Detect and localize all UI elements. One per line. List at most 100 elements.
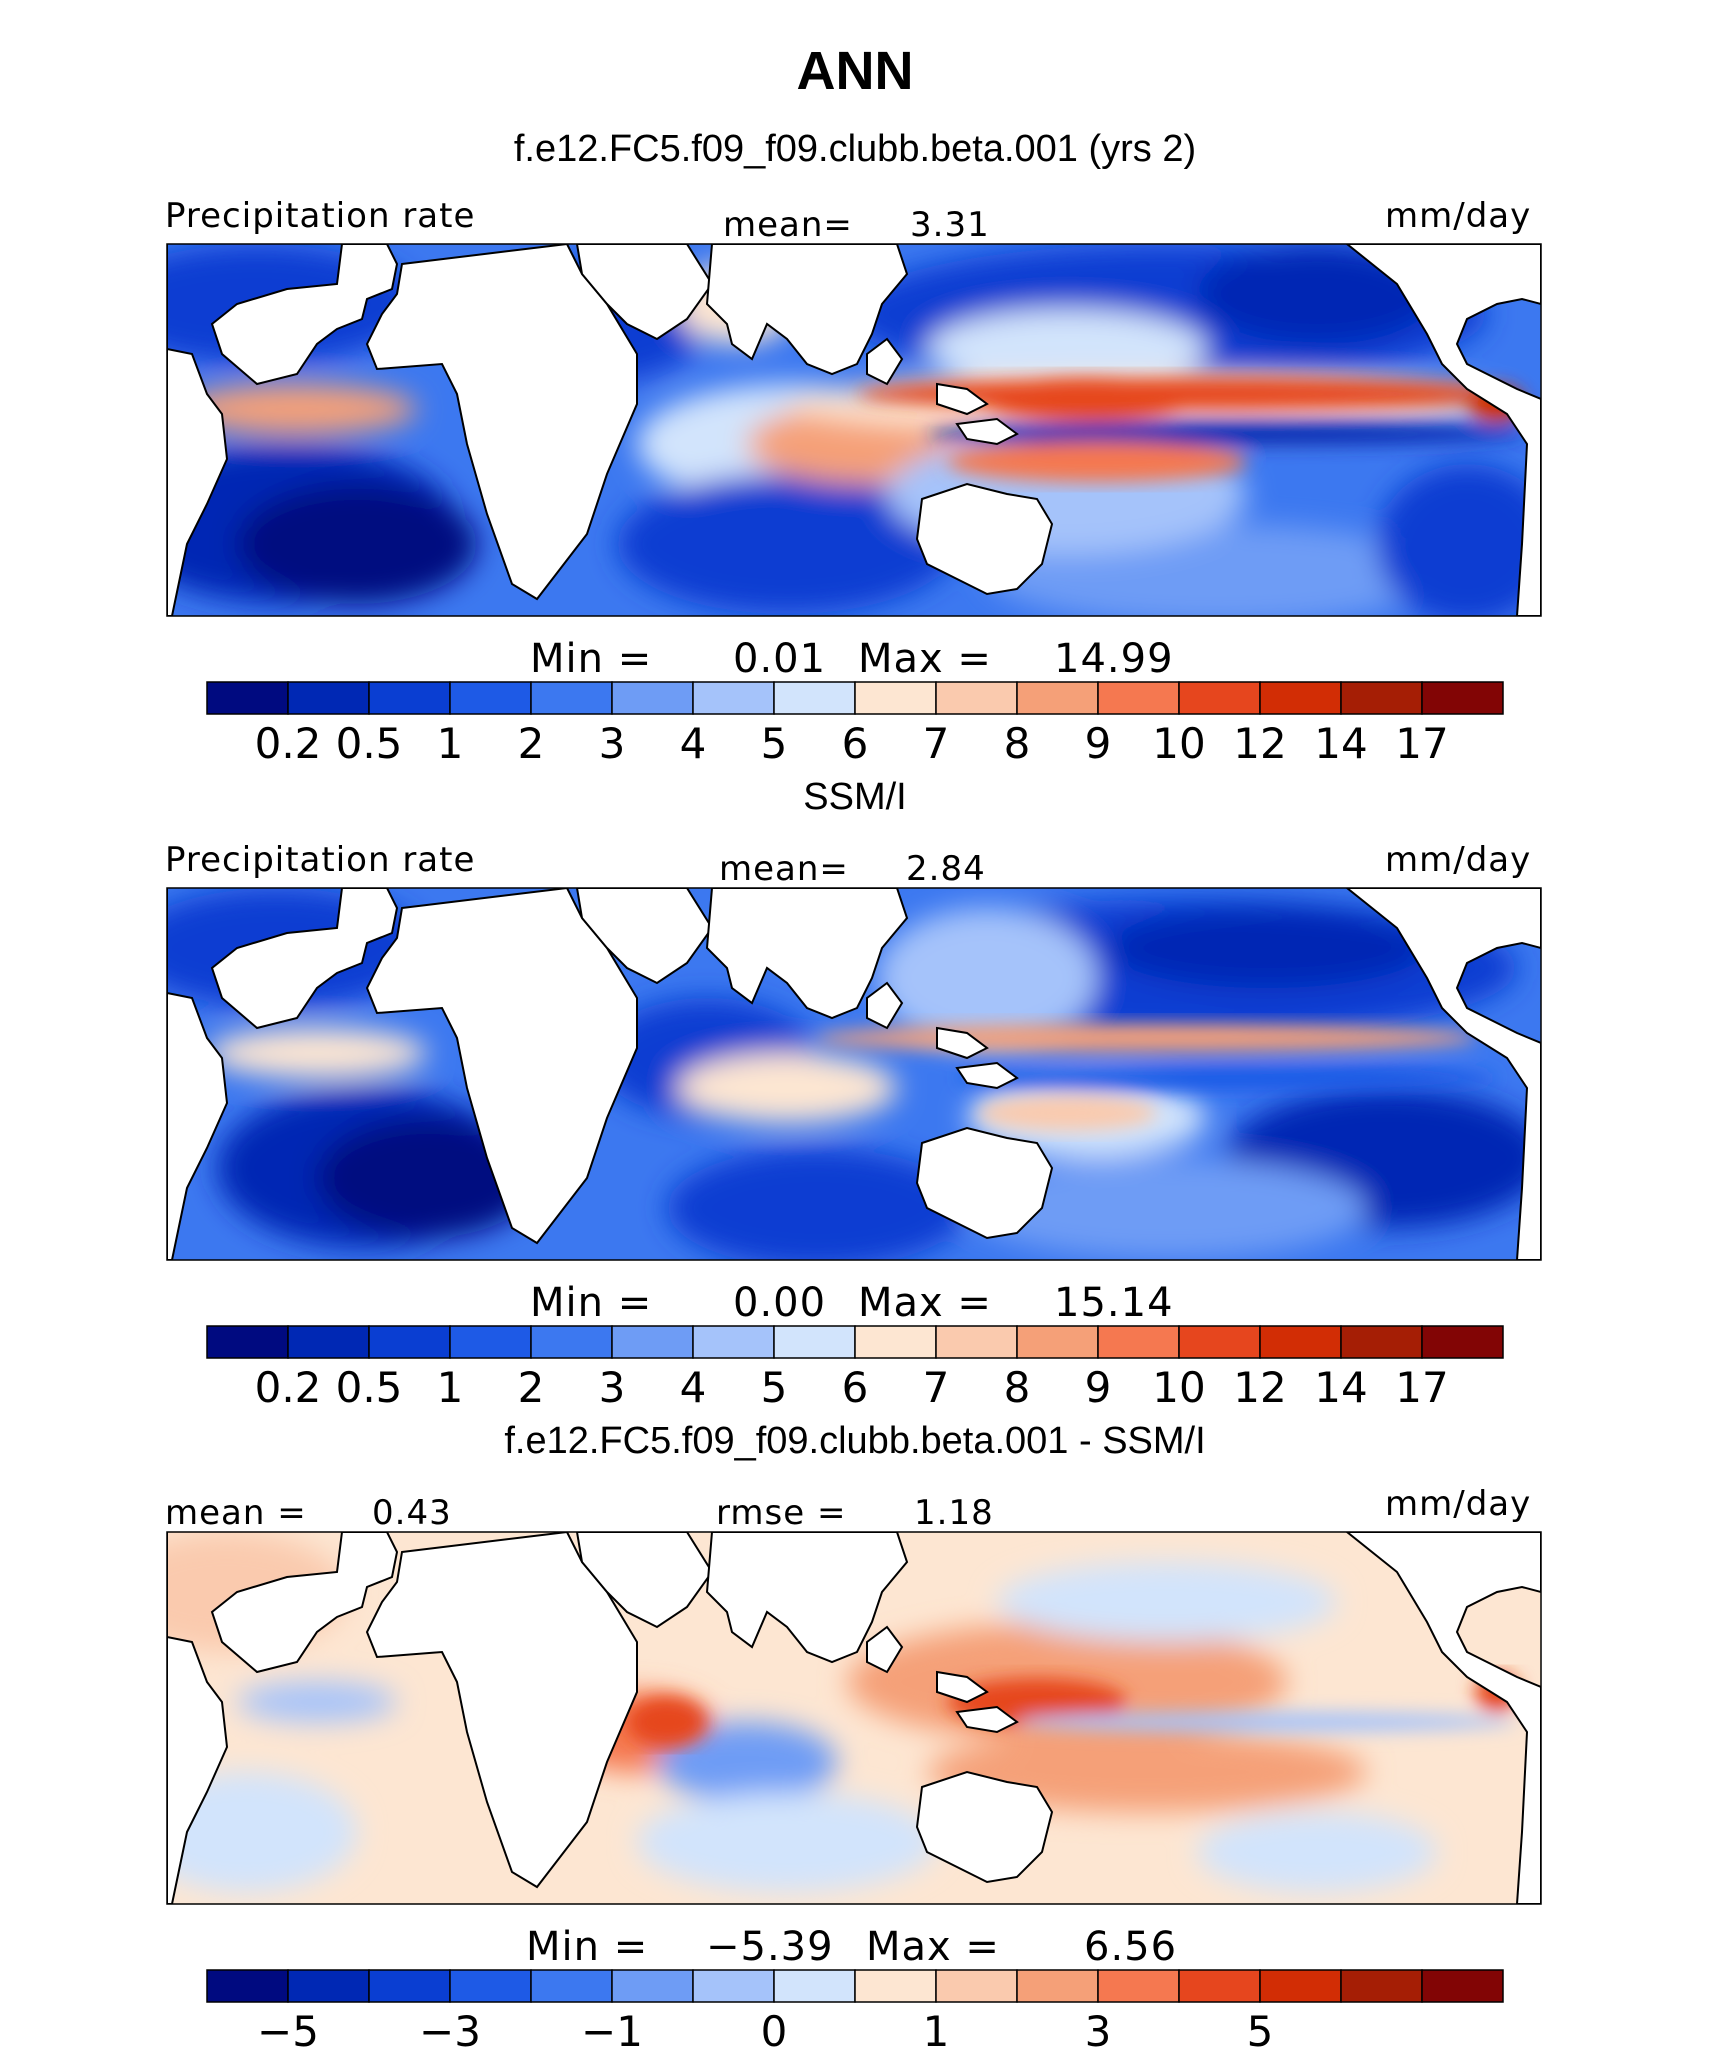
colorbar-cell bbox=[287, 1969, 370, 2003]
colorbar-tick-label: 8 bbox=[1004, 1363, 1031, 1412]
colorbar-tick-label: 1 bbox=[437, 1363, 464, 1412]
colorbar-cell bbox=[611, 1325, 694, 1359]
colorbar-cell bbox=[287, 681, 370, 715]
colorbar-tick-label: 2 bbox=[518, 719, 545, 768]
colorbar-cell bbox=[287, 1325, 370, 1359]
colorbar-cell bbox=[1097, 681, 1180, 715]
colorbar-tick-label: 6 bbox=[842, 1363, 869, 1412]
panel-model-min-label: Min = bbox=[530, 636, 653, 682]
colorbar-cell bbox=[1097, 1969, 1180, 2003]
colorbar-cell bbox=[1259, 681, 1342, 715]
colorbar-tick-label: 5 bbox=[1247, 2007, 1274, 2051]
colorbar-cell bbox=[530, 1969, 613, 2003]
colorbar-tick-label: 9 bbox=[1085, 719, 1112, 768]
colorbar-tick-label: 1 bbox=[923, 2007, 950, 2051]
panel-model-mean-value: 3.31 bbox=[910, 205, 990, 245]
colorbar-cell bbox=[206, 681, 289, 715]
colorbar-cell bbox=[368, 681, 451, 715]
colorbar-cell bbox=[611, 681, 694, 715]
panel-diff-max-label: Max = bbox=[866, 1924, 1000, 1970]
colorbar-cell bbox=[692, 1969, 775, 2003]
colorbar-tick-label: 6 bbox=[842, 719, 869, 768]
panel-obs-min-label: Min = bbox=[530, 1280, 653, 1326]
panel-obs-max-label: Max = bbox=[858, 1280, 992, 1326]
colorbar-cell bbox=[206, 1325, 289, 1359]
colorbar-cell bbox=[1016, 681, 1099, 715]
panel-diff-units: mm/day bbox=[1385, 1484, 1532, 1524]
colorbar-tick-label: 17 bbox=[1395, 719, 1448, 768]
colorbar-cell bbox=[1097, 1325, 1180, 1359]
colorbar-tick-label: 4 bbox=[680, 1363, 707, 1412]
colorbar-obs: 0.2 0.5 1 2 3 4 5 6 7 8 9 10 12 14 17 bbox=[206, 1325, 1504, 1412]
colorbar-cell bbox=[1178, 1325, 1261, 1359]
panel-model-max-label: Max = bbox=[858, 636, 992, 682]
colorbar-cell bbox=[368, 1969, 451, 2003]
colorbar-cell bbox=[1259, 1969, 1342, 2003]
panel-obs-min-value: 0.00 bbox=[733, 1280, 827, 1326]
colorbar-diff: −5 −3 −1 0 1 3 5 bbox=[206, 1969, 1504, 2051]
panel-obs-units: mm/day bbox=[1385, 840, 1532, 880]
colorbar-tick-label: 3 bbox=[599, 719, 626, 768]
panel-obs-mean-value: 2.84 bbox=[906, 849, 986, 889]
colorbar-cell bbox=[611, 1969, 694, 2003]
panel-obs-left-label: Precipitation rate bbox=[165, 840, 476, 880]
panel-obs-max-value: 15.14 bbox=[1054, 1280, 1174, 1326]
colorbar-tick-label: 0.5 bbox=[336, 719, 403, 768]
colorbar-tick-label: 3 bbox=[599, 1363, 626, 1412]
colorbar-tick-label: 0.5 bbox=[336, 1363, 403, 1412]
colorbar-tick-label: 7 bbox=[923, 1363, 950, 1412]
panel-diff-max-value: 6.56 bbox=[1084, 1924, 1178, 1970]
panel-model-min-value: 0.01 bbox=[733, 636, 827, 682]
colorbar-model: 0.2 0.5 1 2 3 4 5 6 7 8 9 10 12 14 17 bbox=[206, 681, 1504, 768]
panel-diff-rmse-label: rmse = bbox=[716, 1493, 847, 1533]
colorbar-tick-label: −1 bbox=[581, 2007, 643, 2051]
colorbar-tick-label: 0.2 bbox=[255, 1363, 322, 1412]
panel-model-left-label: Precipitation rate bbox=[165, 196, 476, 236]
panel-model-units: mm/day bbox=[1385, 196, 1532, 236]
colorbar-cell bbox=[692, 681, 775, 715]
colorbar-cell bbox=[854, 1325, 937, 1359]
panel-obs-header: SSM/I bbox=[803, 776, 907, 818]
colorbar-tick-label: 8 bbox=[1004, 719, 1031, 768]
panel-model-max-value: 14.99 bbox=[1054, 636, 1174, 682]
figure-title: ANN bbox=[796, 41, 914, 101]
colorbar-cell bbox=[1016, 1969, 1099, 2003]
panel-diff-map bbox=[166, 1531, 1542, 1905]
colorbar-cell bbox=[449, 681, 532, 715]
colorbar-tick-label: 4 bbox=[680, 719, 707, 768]
colorbar-cell bbox=[692, 1325, 775, 1359]
colorbar-cell bbox=[449, 1969, 532, 2003]
colorbar-cell bbox=[449, 1325, 532, 1359]
colorbar-tick-label: 3 bbox=[1085, 2007, 1112, 2051]
panel-diff-min-value: −5.39 bbox=[706, 1924, 834, 1970]
colorbar-tick-label: 9 bbox=[1085, 1363, 1112, 1412]
colorbar-tick-label: −5 bbox=[257, 2007, 319, 2051]
colorbar-tick-label: 17 bbox=[1395, 1363, 1448, 1412]
colorbar-cell bbox=[854, 1969, 937, 2003]
colorbar-tick-label: 0.2 bbox=[255, 719, 322, 768]
colorbar-cell bbox=[1259, 1325, 1342, 1359]
colorbar-tick-label: 1 bbox=[437, 719, 464, 768]
colorbar-tick-label: 7 bbox=[923, 719, 950, 768]
colorbar-cell bbox=[206, 1969, 289, 2003]
colorbar-cell bbox=[1178, 681, 1261, 715]
colorbar-cell bbox=[1340, 1325, 1423, 1359]
colorbar-cell bbox=[1340, 681, 1423, 715]
colorbar-tick-label: −3 bbox=[419, 2007, 481, 2051]
panel-diff-min-label: Min = bbox=[526, 1924, 649, 1970]
colorbar-cell bbox=[1421, 1969, 1504, 2003]
panel-diff-header: f.e12.FC5.f09_f09.clubb.beta.001 - SSM/I bbox=[504, 1420, 1206, 1462]
colorbar-cell bbox=[530, 681, 613, 715]
colorbar-cell bbox=[1178, 1969, 1261, 2003]
panel-diff-mean-label: mean = bbox=[165, 1493, 307, 1533]
colorbar-cell bbox=[368, 1325, 451, 1359]
colorbar-cell bbox=[530, 1325, 613, 1359]
colorbar-tick-label: 14 bbox=[1314, 1363, 1367, 1412]
colorbar-cell bbox=[773, 681, 856, 715]
panel-model-header: f.e12.FC5.f09_f09.clubb.beta.001 (yrs 2) bbox=[513, 128, 1197, 170]
panel-model-map bbox=[166, 243, 1542, 617]
colorbar-cell bbox=[854, 681, 937, 715]
panel-obs-map bbox=[166, 887, 1542, 1261]
colorbar-cell bbox=[935, 681, 1018, 715]
